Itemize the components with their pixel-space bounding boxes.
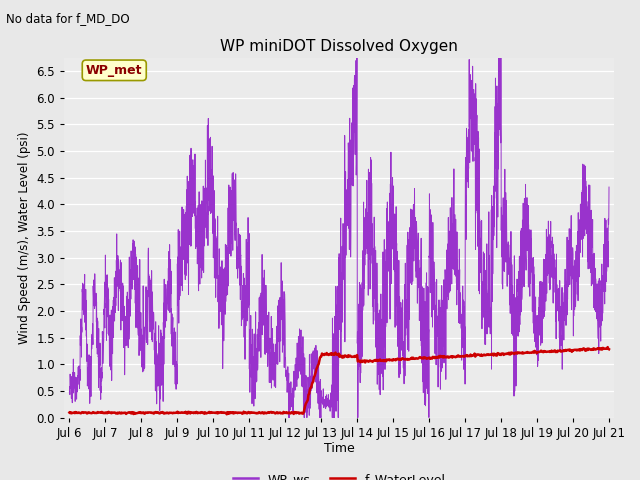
X-axis label: Time: Time xyxy=(324,443,355,456)
Legend: WP_ws, f_WaterLevel: WP_ws, f_WaterLevel xyxy=(228,468,451,480)
Y-axis label: Wind Speed (m/s), Water Level (psi): Wind Speed (m/s), Water Level (psi) xyxy=(18,132,31,344)
Text: No data for f_MD_DO: No data for f_MD_DO xyxy=(6,12,130,25)
Title: WP miniDOT Dissolved Oxygen: WP miniDOT Dissolved Oxygen xyxy=(220,39,458,54)
Text: WP_met: WP_met xyxy=(86,64,143,77)
